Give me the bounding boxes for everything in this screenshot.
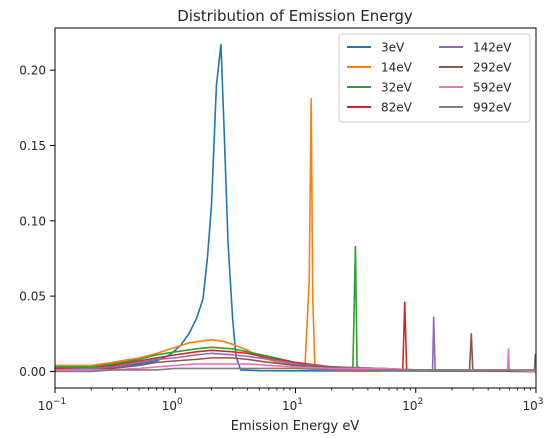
- y-tick-label: 0.15: [19, 139, 46, 153]
- legend-label: 14eV: [381, 61, 413, 75]
- x-axis-label: Emission Energy eV: [231, 419, 360, 434]
- series-line-32eV: [55, 245, 536, 373]
- legend-label: 32eV: [381, 81, 413, 95]
- legend-label: 292eV: [473, 61, 512, 75]
- legend-label: 82eV: [381, 101, 413, 115]
- legend-label: 592eV: [473, 81, 512, 95]
- chart-title: Distribution of Emission Energy: [177, 7, 413, 25]
- x-tick-label: 10−1: [38, 397, 67, 413]
- series-line-3eV: [55, 43, 536, 373]
- legend: 3eV 14eV 32eV 82eV 142eV 292eV 592eV 992eV: [338, 33, 531, 123]
- legend-label: 992eV: [473, 101, 512, 115]
- x-tick-label: 100: [162, 397, 183, 413]
- y-tick-label: 0.05: [19, 290, 46, 304]
- series-line-14eV: [55, 97, 536, 373]
- legend-label: 142eV: [473, 41, 512, 55]
- series-layer: [55, 43, 536, 373]
- y-axis: 0.00 0.05 0.10 0.15 0.20: [19, 64, 55, 379]
- series-line-992eV: [55, 354, 536, 373]
- legend-label: 3eV: [381, 41, 405, 55]
- legend-box: [338, 33, 531, 123]
- x-tick-label: 101: [282, 397, 303, 413]
- x-axis: 10−1 100 101 102 103: [38, 388, 544, 413]
- y-tick-label: 0.20: [19, 64, 46, 78]
- y-tick-label: 0.00: [19, 365, 46, 379]
- x-tick-label: 103: [522, 397, 543, 413]
- x-tick-label: 102: [402, 397, 423, 413]
- y-tick-label: 0.10: [19, 214, 46, 228]
